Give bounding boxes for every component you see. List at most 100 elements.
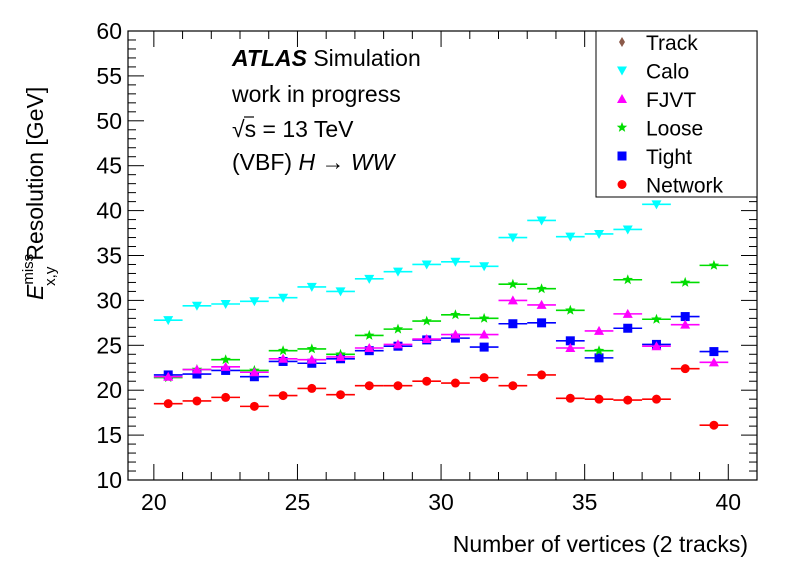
data-point: [364, 342, 375, 352]
data-point: [191, 364, 202, 374]
plot-area: 20 25 30 35 40 10 15 20 25 30 35 40 45 50 55 60: [96, 18, 758, 515]
legend-label: Track: [646, 32, 698, 55]
data-point: [450, 378, 460, 388]
data-point: [680, 276, 691, 287]
data-point: [191, 301, 202, 311]
y-tick-label: 55: [96, 63, 122, 89]
data-point: [450, 329, 461, 339]
legend-marker: [617, 180, 627, 189]
process-ww: WW: [351, 149, 397, 175]
data-point: [594, 325, 605, 335]
y-axis-title: Resolution [GeV]: [22, 87, 48, 261]
process-prefix: (VBF): [232, 149, 292, 175]
data-point: [249, 401, 259, 411]
legend-marker: [617, 66, 627, 76]
data-point: [651, 313, 662, 324]
y-tick-label: 10: [96, 467, 122, 493]
legend-marker: [617, 94, 627, 103]
series-fjvt: [153, 295, 729, 381]
data-point: [507, 233, 518, 243]
data-point: [651, 341, 662, 351]
data-point: [594, 353, 604, 363]
data-point: [278, 391, 288, 401]
data-point: [249, 297, 260, 307]
y-tick-label: 25: [96, 332, 122, 358]
svg-text:√s = 13 TeV: √s = 13 TeV: [232, 116, 354, 142]
data-point: [709, 420, 719, 430]
legend-marker: [616, 122, 628, 132]
data-point: [565, 304, 576, 315]
y-axis-superscript: miss: [20, 254, 37, 285]
data-point: [536, 299, 547, 309]
data-point: [680, 364, 690, 374]
x-axis-label: Number of vertices (2 tracks): [453, 531, 748, 557]
data-point: [221, 392, 231, 402]
data-point: [278, 293, 289, 303]
legend: Track Calo FJVT Loose Tight Network: [595, 30, 758, 198]
data-point: [565, 232, 576, 242]
data-point: [306, 282, 317, 292]
data-point: [335, 351, 346, 361]
data-point: [392, 267, 403, 277]
legend-item-tight: Tight: [617, 146, 692, 169]
data-point: [364, 329, 375, 340]
data-point: [622, 308, 633, 318]
data-point: [623, 323, 633, 333]
y-tick-label: 30: [96, 287, 122, 313]
data-point: [623, 395, 633, 405]
data-point: [622, 225, 633, 235]
legend-label: Tight: [646, 146, 692, 169]
data-point: [680, 319, 691, 329]
data-point: [278, 353, 289, 363]
data-point: [479, 342, 489, 352]
data-point: [708, 357, 719, 367]
svg-text:(VBF) H → WW: (VBF) H → WW: [232, 149, 397, 175]
y-axis-symbol: E: [22, 284, 48, 300]
data-point: [393, 381, 403, 391]
data-point: [364, 274, 375, 284]
data-point: [335, 287, 346, 297]
data-point: [392, 339, 403, 349]
data-point: [220, 354, 231, 365]
data-point: [392, 323, 404, 334]
data-point: [192, 396, 202, 406]
legend-box: [595, 30, 758, 198]
status-label: work in progress: [231, 81, 401, 107]
data-point: [306, 354, 317, 364]
data-point: [479, 373, 489, 383]
data-point: [536, 283, 547, 294]
legend-label: Calo: [646, 61, 689, 84]
legend-item-network: Network: [617, 175, 724, 198]
data-point: [479, 329, 490, 339]
process-h: H: [298, 149, 315, 175]
y-tick-label: 20: [96, 377, 122, 403]
legend-marker: [617, 151, 627, 161]
data-point: [220, 361, 231, 371]
legend-label: FJVT: [646, 89, 696, 112]
y-tick-label: 40: [96, 198, 122, 224]
data-point: [336, 390, 346, 400]
data-point: [594, 229, 605, 239]
data-point: [163, 399, 173, 409]
legend-item-calo: Calo: [617, 61, 689, 84]
data-point: [537, 370, 547, 380]
legend-item-fjvt: FJVT: [617, 89, 696, 112]
data-point: [192, 369, 202, 379]
data-point: [537, 318, 547, 328]
legend-item-loose: Loose: [616, 118, 703, 141]
data-point: [651, 394, 661, 404]
data-point: [421, 334, 432, 344]
series-calo: [153, 200, 671, 326]
data-point: [163, 316, 174, 326]
x-tick-label: 20: [141, 489, 167, 515]
sqrt-symbol: √: [232, 116, 245, 142]
data-point: [565, 342, 576, 352]
data-point: [536, 216, 547, 226]
x-tick-label: 30: [428, 489, 454, 515]
simulation-label: Simulation: [313, 45, 420, 71]
data-point: [307, 383, 317, 393]
legend-item-track: Track: [619, 32, 698, 55]
process-arrow: →: [321, 149, 344, 175]
